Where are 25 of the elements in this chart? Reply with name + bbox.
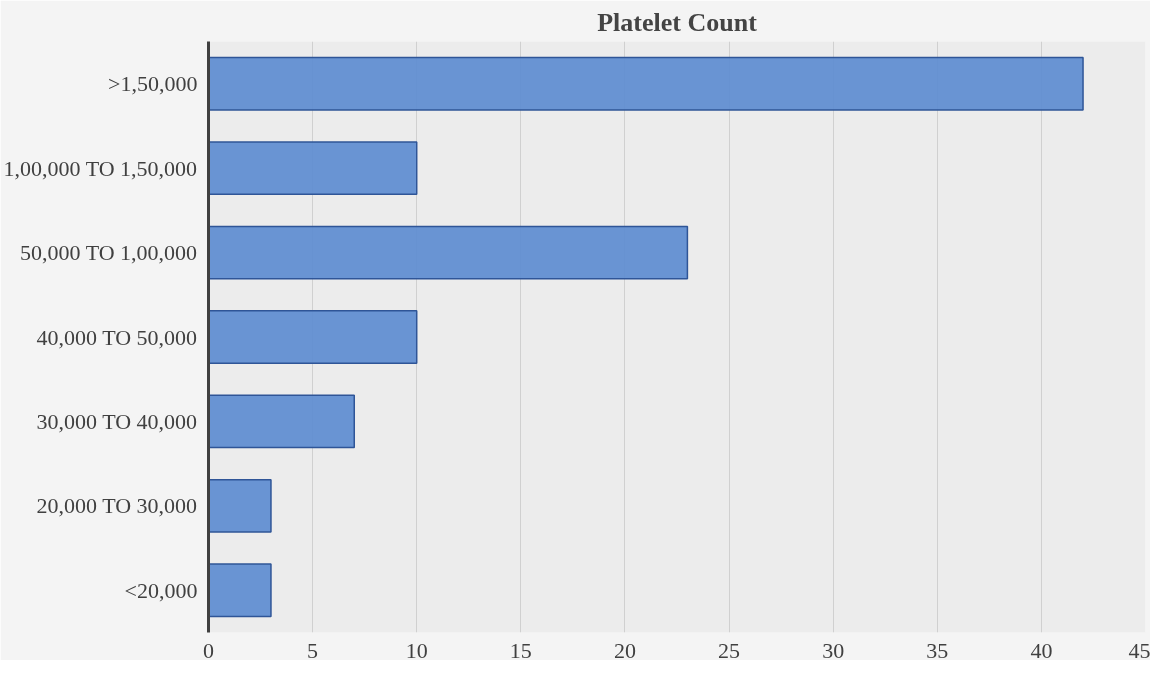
x-tick-label: 35 [926,637,949,663]
y-tick-label: 30,000 TO 40,000 [36,408,198,434]
bar [208,141,418,196]
y-tick-label: 40,000 TO 50,000 [36,324,198,350]
bar [208,478,272,533]
x-tick-label: 20 [613,637,636,663]
x-tick-label: 30 [822,637,845,663]
bar [208,394,356,449]
y-tick-label: >1,50,000 [108,71,198,97]
bar [208,563,272,618]
x-tick-label: 0 [203,637,214,663]
x-tick-label: 45 [1128,637,1151,663]
x-tick-label: 40 [1030,637,1053,663]
x-tick-label: 25 [718,637,741,663]
x-tick-label: 10 [405,637,428,663]
x-tick-label: 15 [509,637,532,663]
y-tick-label: 50,000 TO 1,00,000 [20,240,198,266]
y-tick-label: <20,000 [124,577,198,603]
bar [208,225,689,280]
y-tick-label: 1,00,000 TO 1,50,000 [3,155,198,181]
bar [208,56,1084,111]
x-tick-label: 5 [307,637,319,663]
chart-title: Platelet Count [597,7,758,37]
bar [208,310,418,364]
y-tick-label: 20,000 TO 30,000 [36,493,198,519]
